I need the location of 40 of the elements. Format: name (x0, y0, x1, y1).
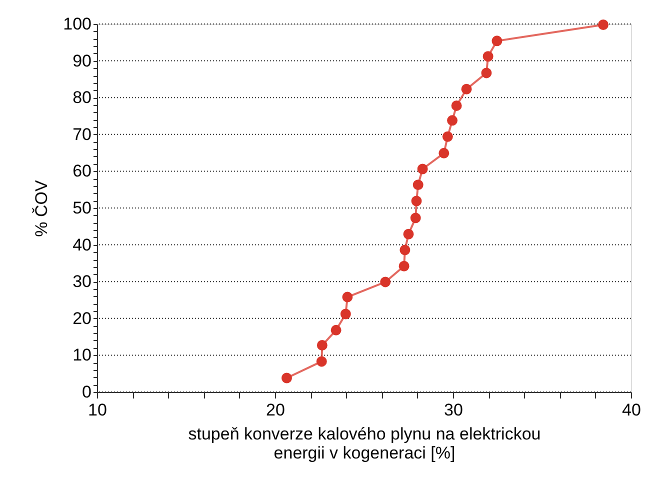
y-tick-label: 60 (72, 162, 92, 181)
point (442, 131, 453, 142)
point (398, 260, 410, 272)
point (417, 164, 428, 174)
y-tick-label: 80 (72, 88, 92, 108)
point (410, 212, 421, 224)
point (492, 36, 502, 46)
point (403, 228, 414, 240)
point (447, 115, 458, 126)
y-tick-label: 50 (72, 198, 92, 218)
point (482, 51, 494, 62)
point (342, 292, 353, 302)
point (481, 68, 492, 78)
x-tick-label: 40 (622, 400, 641, 420)
y-tick-label: 20 (72, 308, 92, 328)
y-tick-label: 30 (72, 272, 92, 292)
point (282, 372, 292, 384)
y-tick-label: 40 (72, 235, 92, 254)
y-tick-label: 100 (63, 14, 92, 34)
x-tick-label: 10 (88, 400, 107, 420)
x-tick-label: 20 (266, 400, 285, 420)
x-axis-title: stupeň konverze kalového plynu na elektrickou energii v kogeneraci [%] (188, 424, 541, 462)
point (461, 84, 472, 94)
point (340, 308, 351, 320)
point (316, 356, 327, 367)
y-tick-label: 90 (72, 51, 92, 70)
point (316, 340, 328, 350)
y-tick-label: 0 (82, 382, 92, 402)
point (438, 148, 450, 158)
point (451, 100, 462, 111)
point (598, 20, 608, 30)
x-tick-label: 30 (444, 400, 463, 420)
y-tick-label: 70 (72, 124, 92, 144)
y-axis-title: % ČOV (32, 180, 52, 237)
point (412, 180, 424, 190)
point (411, 196, 422, 206)
point (400, 244, 410, 256)
y-tick-label: 10 (72, 346, 92, 365)
point (330, 324, 342, 336)
point (380, 276, 391, 288)
